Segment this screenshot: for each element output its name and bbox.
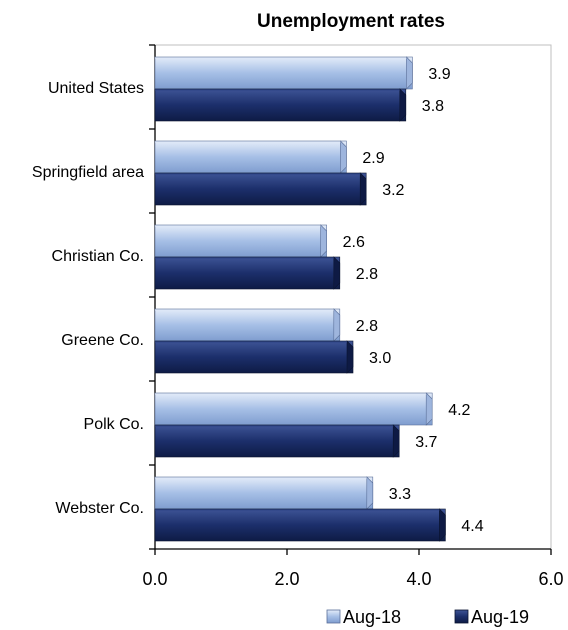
bar-aug-19-greene-co-end bbox=[346, 340, 354, 374]
bar-aug-19-christian-co-end bbox=[333, 256, 341, 290]
data-label-aug-19-polk-co: 3.7 bbox=[415, 434, 437, 451]
bar-aug-19-greene-co bbox=[154, 340, 354, 374]
x-tick-label-2: 4.0 bbox=[406, 569, 431, 589]
bar-aug-18-springfield-area bbox=[154, 140, 347, 174]
bar-aug-18-webster-co-end bbox=[366, 476, 374, 510]
x-tick-label-3: 6.0 bbox=[538, 569, 563, 589]
data-label-aug-18-springfield-area: 2.9 bbox=[362, 150, 384, 167]
data-label-aug-18-greene-co: 2.8 bbox=[356, 318, 378, 335]
bar-aug-18-christian-co bbox=[154, 224, 327, 258]
category-label-united-states: United States bbox=[48, 80, 144, 97]
chart-title: Unemployment rates bbox=[257, 11, 445, 32]
bar-aug-18-united-states-end bbox=[406, 56, 413, 90]
data-label-aug-19-greene-co: 3.0 bbox=[369, 350, 391, 367]
category-label-springfield-area: Springfield area bbox=[32, 164, 144, 181]
category-label-polk-co: Polk Co. bbox=[84, 416, 144, 433]
bar-aug-19-springfield-area-end bbox=[359, 172, 367, 206]
data-label-aug-19-springfield-area: 3.2 bbox=[382, 182, 404, 199]
data-label-aug-19-christian-co: 2.8 bbox=[356, 266, 378, 283]
data-label-aug-19-webster-co: 4.4 bbox=[461, 518, 483, 535]
bar-aug-19-united-states-end bbox=[399, 88, 407, 122]
data-label-aug-18-polk-co: 4.2 bbox=[448, 402, 470, 419]
bar-aug-19-united-states bbox=[154, 88, 407, 122]
bar-aug-18-springfield-area-end bbox=[340, 140, 347, 174]
bar-aug-19-polk-co-end bbox=[392, 424, 400, 458]
category-label-webster-co: Webster Co. bbox=[55, 500, 144, 517]
data-label-aug-19-united-states: 3.8 bbox=[422, 98, 444, 115]
bar-aug-18-greene-co-end bbox=[333, 308, 341, 342]
bar-aug-19-christian-co bbox=[154, 256, 341, 290]
bar-aug-19-webster-co bbox=[154, 508, 446, 542]
x-tick-label-0: 0.0 bbox=[142, 569, 167, 589]
bar-aug-19-webster-co-end bbox=[439, 508, 446, 542]
legend-swatch-aug-19 bbox=[454, 609, 469, 624]
legend: Aug-18 Aug-19 bbox=[326, 607, 529, 627]
bar-aug-18-greene-co bbox=[154, 308, 341, 342]
data-label-aug-18-webster-co: 3.3 bbox=[389, 486, 411, 503]
bar-aug-19-springfield-area bbox=[154, 172, 367, 206]
category-label-christian-co: Christian Co. bbox=[52, 248, 144, 265]
data-label-aug-18-united-states: 3.9 bbox=[428, 66, 450, 83]
x-tick-label-1: 2.0 bbox=[274, 569, 299, 589]
bar-aug-18-webster-co bbox=[154, 476, 374, 510]
legend-label-aug-19: Aug-19 bbox=[471, 607, 529, 627]
data-label-aug-18-christian-co: 2.6 bbox=[343, 234, 365, 251]
bar-aug-19-polk-co bbox=[154, 424, 400, 458]
legend-swatch-aug-18 bbox=[326, 609, 341, 624]
category-label-greene-co: Greene Co. bbox=[61, 332, 144, 349]
bar-aug-18-polk-co bbox=[154, 392, 433, 426]
plot-area: 0.0 2.0 4.0 6.0 United States 3.9 3.8 Springfie… bbox=[32, 44, 564, 589]
bar-aug-18-polk-co-end bbox=[425, 392, 433, 426]
legend-label-aug-18: Aug-18 bbox=[343, 607, 401, 627]
bar-aug-18-united-states bbox=[154, 56, 413, 90]
bar-aug-18-christian-co-end bbox=[320, 224, 327, 258]
